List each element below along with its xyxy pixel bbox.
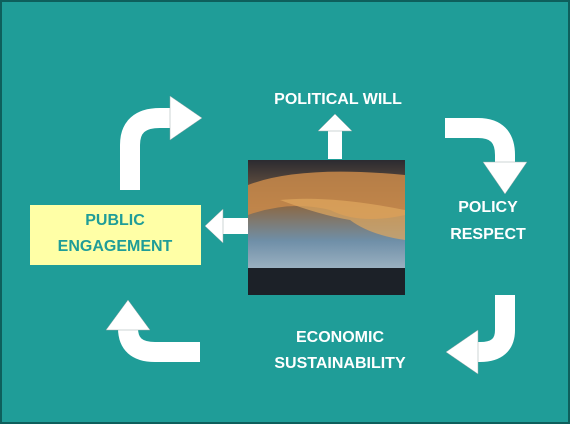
node-label: POLITICAL WILL: [274, 91, 402, 108]
arrow: [476, 295, 515, 362]
node-label: POLICY: [458, 199, 518, 216]
arrow-head: [204, 208, 224, 244]
node-label: ECONOMIC: [296, 329, 384, 346]
node-label: PUBLIC: [85, 212, 145, 229]
arrow-head: [105, 299, 151, 331]
photo: [248, 160, 405, 295]
node-label: ENGAGEMENT: [58, 238, 173, 255]
arrow: [118, 327, 200, 362]
arrow: [221, 218, 248, 234]
arrow: [445, 118, 515, 164]
cycle-arrows: [105, 95, 528, 375]
arrow-head: [482, 161, 528, 195]
node-label: RESPECT: [450, 226, 526, 243]
arrow: [120, 108, 172, 190]
highlight-box: [30, 205, 201, 265]
arrow: [328, 129, 342, 159]
arrow-head: [169, 95, 203, 141]
arrow-head: [317, 113, 353, 132]
arrow-head: [445, 329, 479, 375]
node-label: SUSTAINABILITY: [274, 355, 406, 372]
